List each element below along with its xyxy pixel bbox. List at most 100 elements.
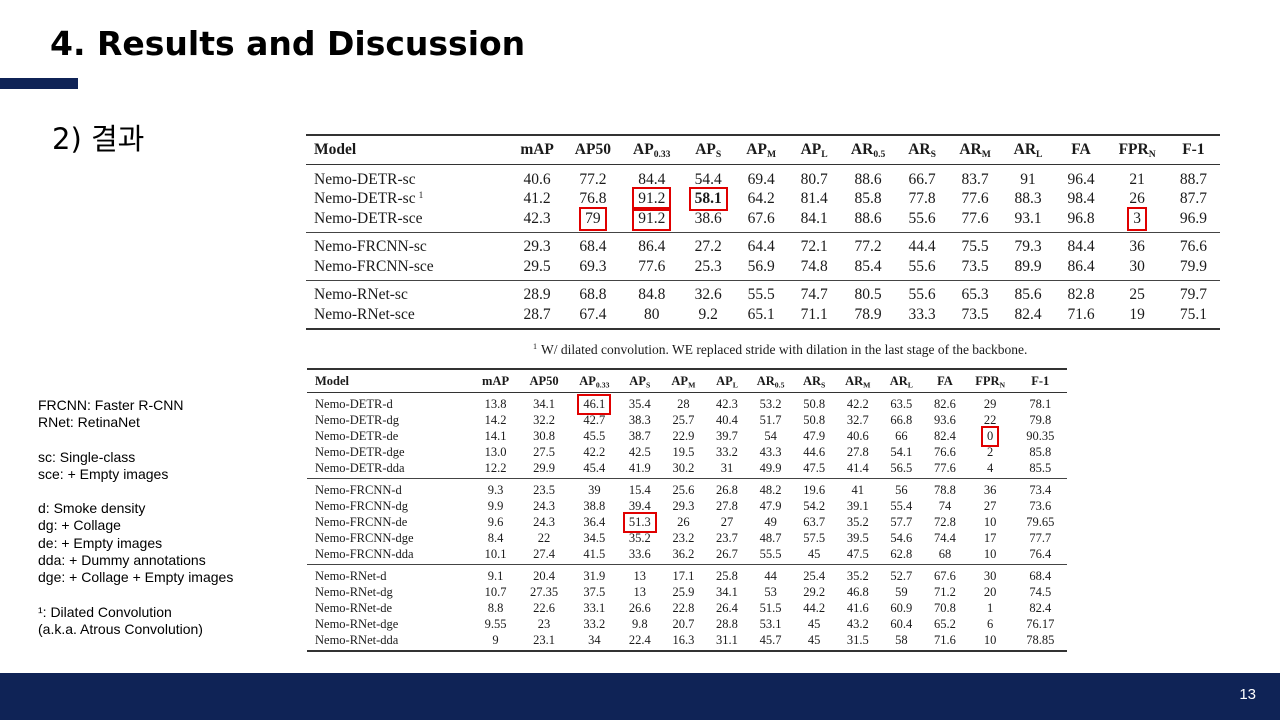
table-cell: 77.7 [1029, 530, 1052, 545]
table-cell: 47.5 [803, 460, 826, 475]
column-header: AR0.5 [748, 368, 793, 393]
table-cell: 22.9 [672, 428, 695, 443]
table-cell: 33.2 [583, 616, 606, 631]
table-cell: 19.5 [672, 444, 695, 459]
table-cell: 42.7 [583, 412, 606, 427]
table-cell: 26 [1129, 190, 1145, 208]
table-cell: 42.3 [523, 209, 551, 227]
table-cell: 14.1 [484, 428, 507, 443]
table-cell: 48.7 [759, 530, 782, 545]
page-number: 13 [1239, 686, 1256, 703]
table-cell: 70.8 [934, 600, 956, 615]
table-cell: 24.3 [533, 498, 555, 513]
table-cell: 33.6 [628, 546, 651, 561]
table-cell: 36 [1107, 231, 1167, 257]
table-cell: 91.2 [622, 206, 682, 232]
table-cell: 39 [570, 478, 618, 498]
table-row: Nemo-FRCNN-d 9.3 23.5 39 15.4 25.6 26.8 48.2 19.… [307, 478, 1067, 498]
table-cell: 47.9 [803, 428, 826, 443]
column-header: Model [306, 134, 511, 165]
table-cell: 30 [966, 564, 1014, 584]
table-cell: 65.1 [734, 305, 788, 330]
table-cell: 40.6 [510, 164, 564, 190]
table-cell: 38.6 [694, 209, 722, 227]
table-cell: 71.2 [934, 584, 956, 599]
table-cell: 19 [1107, 305, 1167, 330]
table-cell: 74.7 [787, 279, 841, 305]
table-cell: 42.5 [628, 444, 651, 459]
table-cell: 60.9 [890, 600, 913, 615]
table-cell: 67.6 [923, 564, 967, 584]
column-header: mAP [510, 134, 564, 165]
table-cell: 31.9 [570, 564, 618, 584]
table-cell: 76.17 [1026, 616, 1055, 631]
table-cell: 9.3 [473, 478, 518, 498]
table-cell: 31.5 [835, 632, 880, 652]
table-cell: 77.8 [908, 190, 936, 208]
table-cell: 71.6 [923, 632, 967, 652]
table-cell: 53.2 [748, 392, 793, 412]
table-row: Nemo-RNet-sce 28.7 67.4 80 9.2 65.1 71.1 78.9 33… [306, 305, 1220, 330]
table-row: Nemo-FRCNN-dge 8.4 22 34.5 35.2 23.2 23.7 48.7 5… [307, 530, 1067, 546]
table-cell: 33.3 [895, 305, 949, 330]
notes-line: FRCNN: Faster R-CNN [38, 397, 184, 413]
notes-line: ¹: Dilated Convolution [38, 603, 172, 620]
table-cell: 75.5 [948, 231, 1002, 257]
table-cell: 45.5 [583, 428, 606, 443]
column-header: APS [618, 368, 662, 393]
table-cell: 41.4 [846, 460, 869, 475]
table-cell: 79 [564, 206, 622, 232]
table-cell: 76.8 [579, 190, 607, 208]
table-cell: 73.5 [961, 257, 989, 275]
table-cell: 42.2 [835, 392, 880, 412]
model-name: Nemo-DETR-dg [315, 412, 400, 427]
model-name: Nemo-FRCNN-dge [315, 530, 414, 545]
table-cell: 85.6 [1001, 279, 1055, 305]
table-cell: 15.4 [618, 478, 662, 498]
table-row: Nemo-RNet-dge 9.55 23 33.2 9.8 20.7 28.8 53.1 45… [307, 616, 1067, 632]
table-cell: 91.2 [622, 187, 682, 212]
table-cell: 45 [807, 616, 821, 631]
table-cell: 33.2 [716, 444, 738, 459]
table-cell: 82.4 [934, 428, 956, 443]
table-cell: 16.3 [661, 632, 706, 652]
column-header: APL [705, 368, 749, 393]
table-cell: 41.9 [628, 460, 651, 475]
table-cell: 68.4 [563, 231, 622, 257]
table-cell: 96.9 [1179, 209, 1207, 227]
table-cell: 82.4 [1001, 305, 1055, 330]
column-header: FPRN [1107, 134, 1167, 165]
notes-group: FRCNN: Faster R-CNN RNet: RetinaNet [38, 397, 288, 432]
table-cell: 72.8 [934, 514, 956, 529]
table-cell: 20.4 [517, 564, 571, 584]
table-cell: 96.8 [1067, 209, 1095, 227]
column-header: ARM [835, 368, 880, 393]
table-cell: 86.4 [1067, 257, 1095, 275]
column-header: ARS [895, 134, 949, 165]
table-cell: 49.9 [759, 460, 782, 475]
table-cell: 55.6 [895, 279, 949, 305]
table-cell: 54.6 [890, 530, 913, 545]
table-cell: 8.8 [487, 600, 504, 615]
table-cell: 55.5 [734, 279, 788, 305]
table-cell: 39.4 [628, 498, 651, 513]
table-cell: 13 [633, 584, 647, 599]
table-row: Nemo-FRCNN-de 9.6 24.3 36.4 51.3 26 27 49 63.7 35… [307, 511, 1067, 533]
table-row: Nemo-RNet-de 8.8 22.6 33.1 26.6 22.8 26.4 51.5 4… [307, 600, 1067, 616]
table-cell: 30.8 [533, 428, 555, 443]
table-cell: 25.3 [694, 257, 722, 275]
table-cell: 23.2 [672, 530, 695, 545]
abbreviation-notes: FRCNN: Faster R-CNN RNet: RetinaNet sc: Si… [38, 397, 288, 655]
table-cell: 28 [661, 392, 706, 412]
table-cell: 9.55 [484, 616, 507, 631]
table-cell: 31 [720, 460, 734, 475]
model-name: Nemo-DETR-de [315, 428, 399, 443]
table-cell: 13.8 [473, 392, 518, 412]
column-header: AR0.5 [840, 134, 896, 165]
table-cell: 30 [1129, 257, 1145, 275]
table-cell: 80.7 [787, 164, 841, 190]
table-cell: 57.7 [890, 514, 913, 529]
table-cell: 52.7 [879, 564, 924, 584]
table-cell: 82.4 [1029, 600, 1052, 615]
column-header: mAP [473, 368, 518, 393]
